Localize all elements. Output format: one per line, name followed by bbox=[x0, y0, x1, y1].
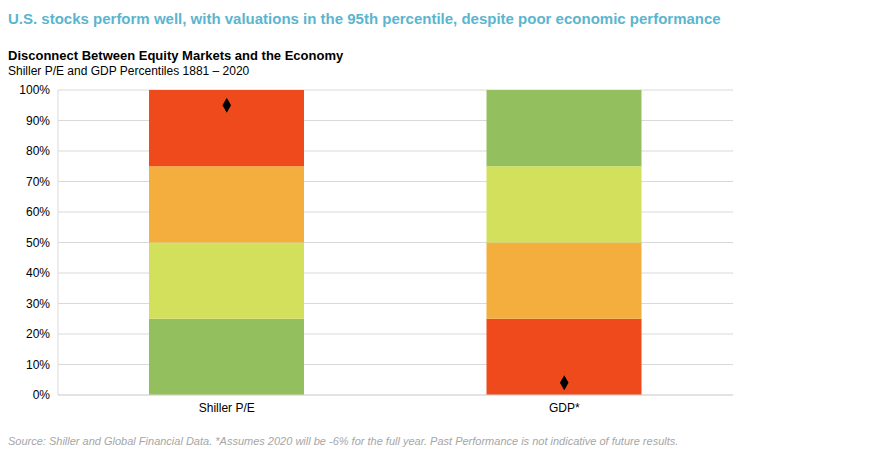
html-text:Shiller P/E and GDP Percentile: Shiller P/E and GDP Percentiles 1881 – 2… bbox=[8, 64, 250, 78]
svg-text:80%: 80% bbox=[26, 144, 50, 158]
svg-text:100%: 100% bbox=[19, 83, 50, 97]
svg-text:0%: 0% bbox=[33, 388, 51, 402]
html-text:Source: Shiller and Global Fin: Source: Shiller and Global Financial Dat… bbox=[8, 435, 679, 447]
svg-text:20%: 20% bbox=[26, 327, 50, 341]
svg-text:60%: 60% bbox=[26, 205, 50, 219]
svg-text:70%: 70% bbox=[26, 175, 50, 189]
html-text:Disconnect Between Equity Mark: Disconnect Between Equity Markets and th… bbox=[8, 48, 344, 63]
svg-text:90%: 90% bbox=[26, 114, 50, 128]
svg-text:50%: 50% bbox=[26, 236, 50, 250]
svg-text:40%: 40% bbox=[26, 266, 50, 280]
svg-text:10%: 10% bbox=[26, 358, 50, 372]
svg-text:GDP*: GDP* bbox=[549, 401, 580, 415]
svg-text:Shiller P/E: Shiller P/E bbox=[199, 401, 255, 415]
svg-text:30%: 30% bbox=[26, 297, 50, 311]
html-text:U.S. stocks perform well, with: U.S. stocks perform well, with valuation… bbox=[8, 10, 721, 27]
